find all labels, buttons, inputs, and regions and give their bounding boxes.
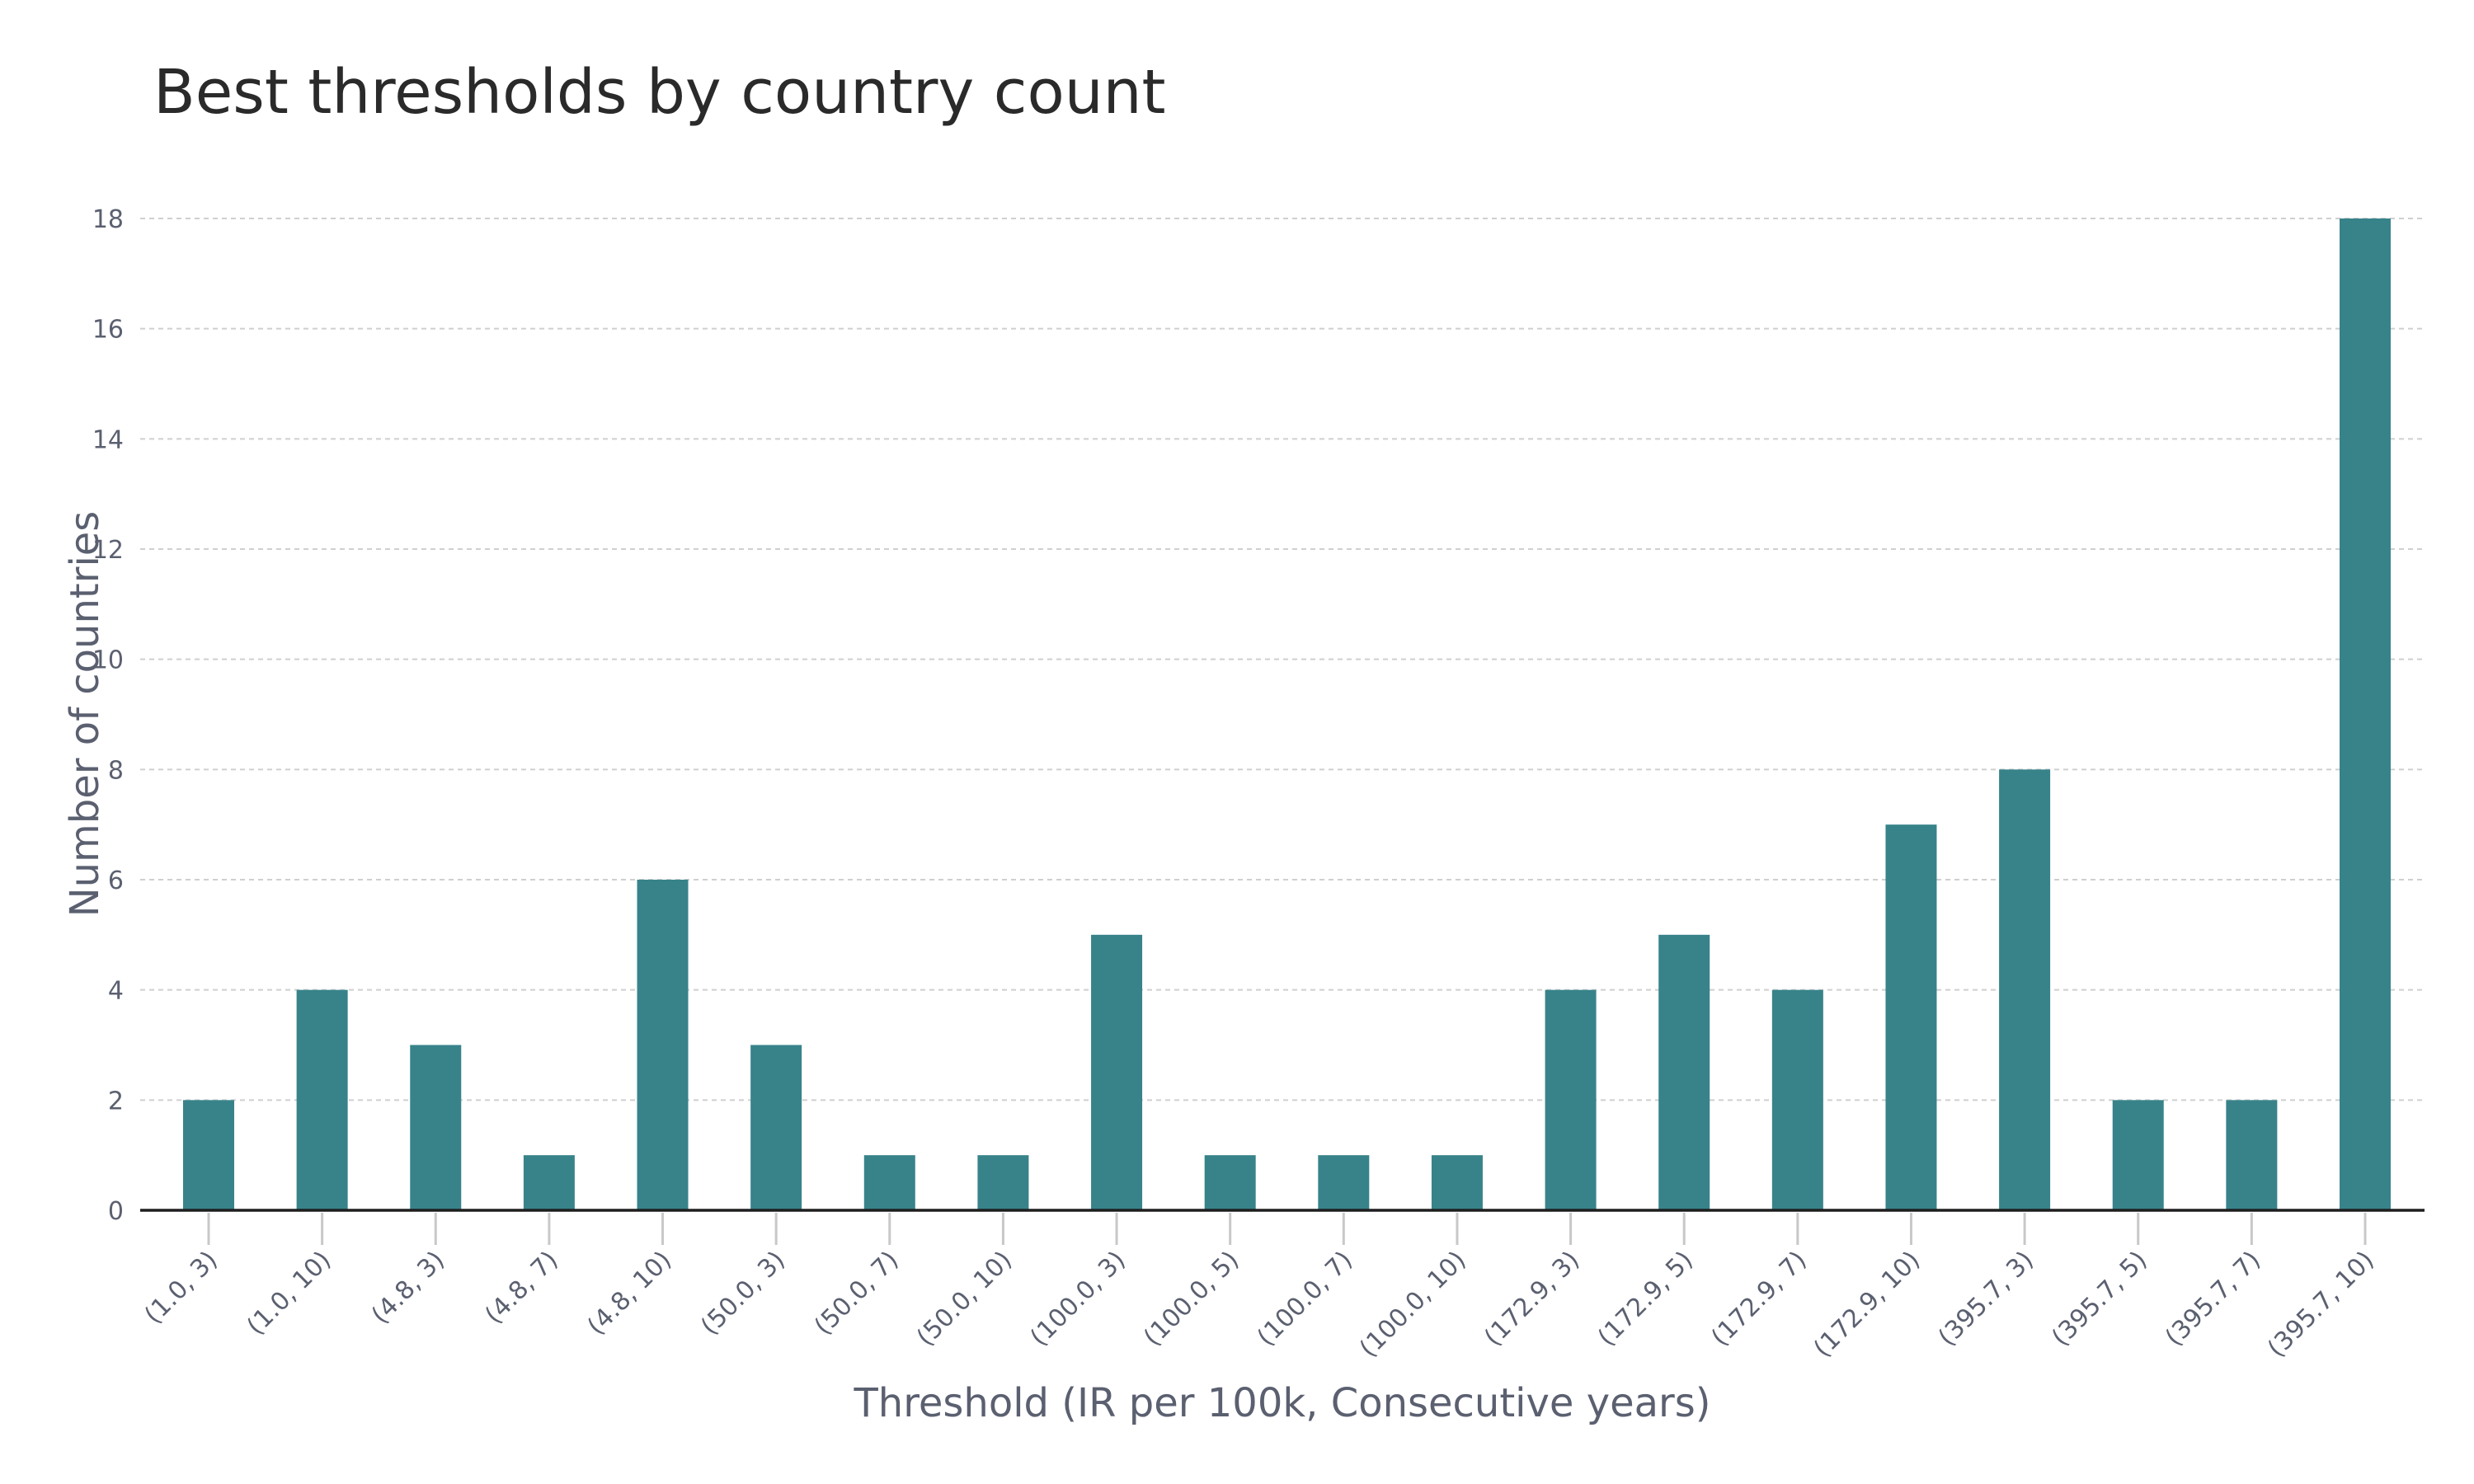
bar — [1204, 1155, 1256, 1210]
bar — [183, 1100, 234, 1210]
x-tick-label: (100.0, 3) — [1025, 1246, 1131, 1352]
x-tick-label: (100.0, 5) — [1138, 1246, 1244, 1352]
bar — [1885, 824, 1937, 1210]
x-tick-label: (100.0, 7) — [1252, 1246, 1358, 1352]
bar — [1771, 989, 1823, 1210]
bar — [2226, 1100, 2278, 1210]
y-tick-label: 14 — [92, 425, 124, 454]
x-axis-title: Threshold (IR per 100k, Consecutive year… — [853, 1380, 1710, 1426]
x-tick-label: (50.0, 7) — [809, 1246, 905, 1341]
x-tick-label: (1.0, 3) — [139, 1246, 223, 1330]
x-tick-label: (4.8, 7) — [480, 1246, 564, 1330]
bar — [523, 1155, 575, 1210]
y-tick-label: 12 — [92, 536, 124, 565]
x-tick-label: (50.0, 3) — [695, 1246, 791, 1341]
x-tick-label: (395.7, 10) — [2262, 1246, 2380, 1364]
chart-title: Best thresholds by country count — [153, 57, 1166, 128]
bar — [1999, 769, 2051, 1210]
y-axis-ticks: 0 2 4 6 8 10 12 14 16 18 — [92, 205, 124, 1226]
y-gridlines — [140, 218, 2425, 1101]
x-tick-label: (4.8, 10) — [582, 1246, 678, 1341]
y-tick-label: 18 — [92, 205, 124, 234]
bar — [1658, 934, 1710, 1210]
y-axis-title: Number of countries — [62, 511, 108, 918]
x-axis-ticks: (1.0, 3) (1.0, 10) (4.8, 3) (4.8, 7) (4.8, 1… — [139, 1213, 2380, 1363]
x-tick-label: (50.0, 10) — [911, 1246, 1018, 1352]
bar — [750, 1045, 802, 1210]
bar — [2112, 1100, 2164, 1210]
y-tick-label: 10 — [92, 646, 124, 675]
y-tick-label: 8 — [108, 756, 124, 785]
x-tick-label: (4.8, 3) — [366, 1246, 450, 1330]
y-tick-label: 2 — [108, 1087, 124, 1115]
x-tick-label: (172.9, 7) — [1705, 1246, 1812, 1352]
bar — [1318, 1155, 1370, 1210]
bars — [183, 218, 2391, 1210]
bar — [863, 1155, 915, 1210]
x-tick-label: (395.7, 7) — [2160, 1246, 2266, 1352]
bar — [977, 1155, 1029, 1210]
bar — [1091, 934, 1143, 1210]
x-tick-label: (172.9, 10) — [1808, 1246, 1926, 1364]
bar — [2340, 218, 2391, 1210]
bar — [1545, 989, 1597, 1210]
x-tick-label: (395.7, 3) — [1933, 1246, 2039, 1352]
x-tick-label: (172.9, 5) — [1592, 1246, 1699, 1352]
x-tick-label: (1.0, 10) — [242, 1246, 337, 1341]
bar — [296, 989, 348, 1210]
x-tick-label: (100.0, 10) — [1354, 1246, 1472, 1364]
bar — [637, 880, 689, 1210]
y-tick-label: 6 — [108, 866, 124, 895]
bar — [1431, 1155, 1483, 1210]
bar — [410, 1045, 462, 1210]
x-tick-label: (172.9, 3) — [1479, 1246, 1585, 1352]
y-tick-label: 16 — [92, 316, 124, 345]
x-tick-label: (395.7, 5) — [2046, 1246, 2152, 1352]
y-tick-label: 4 — [108, 977, 124, 1006]
y-tick-label: 0 — [108, 1197, 124, 1226]
